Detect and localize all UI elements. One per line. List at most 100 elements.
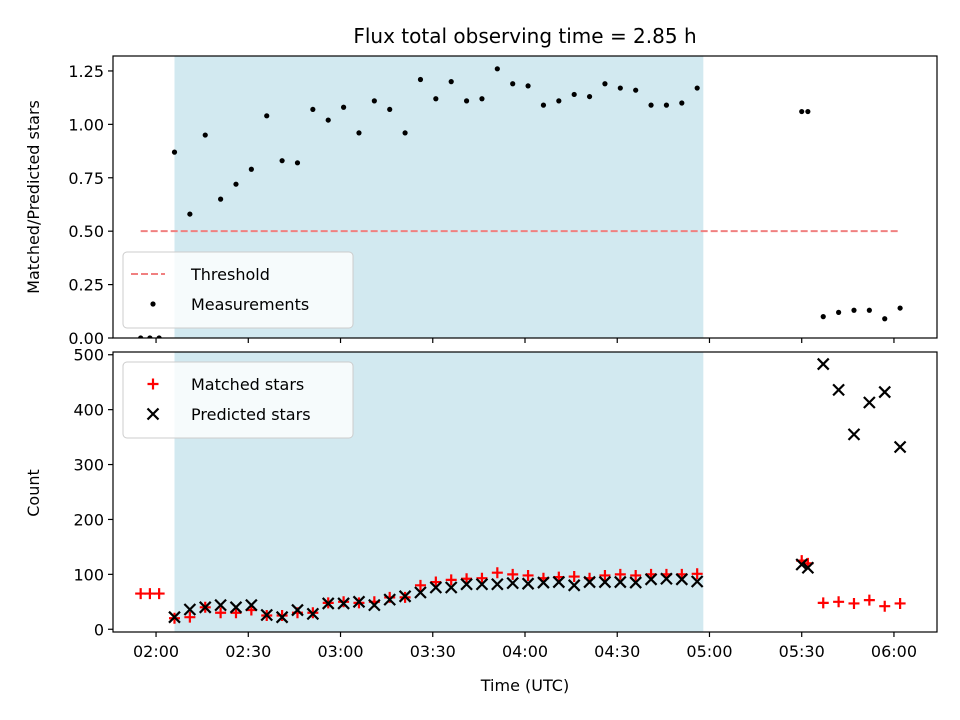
predicted-star-point <box>832 383 845 397</box>
matched-star-point <box>338 596 350 608</box>
matched-star-point <box>430 576 442 588</box>
measurement-point <box>402 130 408 136</box>
predicted-star-point <box>644 573 658 586</box>
measurement-point <box>679 100 685 106</box>
legend-measurement-swatch <box>150 301 156 307</box>
predicted-star-point <box>816 357 830 371</box>
top-y-tick-label: 1.00 <box>68 115 104 134</box>
matched-star-point <box>894 597 906 609</box>
x-axis-label: Time (UTC) <box>480 676 569 695</box>
predicted-star-point <box>878 385 892 399</box>
predicted-star-point <box>660 572 673 586</box>
bottom-y-tick-label: 400 <box>73 401 104 420</box>
measurement-point <box>325 117 331 123</box>
measurement-point <box>417 76 424 83</box>
predicted-star-point <box>614 575 627 589</box>
top-y-axis-label: Matched/Predicted stars <box>24 100 43 294</box>
measurement-point <box>494 66 500 72</box>
predicted-star-point <box>552 575 566 589</box>
measurement-point <box>897 305 903 311</box>
bottom-legend: Matched stars Predicted stars <box>122 361 354 439</box>
x-tick-label: 03:00 <box>317 642 363 661</box>
predicted-star-point <box>337 597 350 610</box>
x-tick-label: 05:30 <box>779 642 825 661</box>
measurement-point <box>371 98 377 104</box>
top-y-tick-label: 1.25 <box>68 62 104 81</box>
matched-star-point <box>276 610 288 622</box>
matched-star-point <box>599 569 611 581</box>
predicted-star-point <box>383 593 396 606</box>
measurement-point <box>556 98 562 104</box>
measurement-point <box>387 106 393 113</box>
matched-star-point <box>522 569 534 581</box>
predicted-star-point <box>567 579 581 592</box>
chart-title: Flux total observing time = 2.85 h <box>353 24 696 48</box>
bottom-y-tick-label: 0 <box>94 620 104 639</box>
x-tick-label: 03:30 <box>410 642 456 661</box>
x-tick-label: 05:00 <box>686 642 732 661</box>
matched-star-point <box>817 597 829 609</box>
predicted-star-point <box>214 598 227 612</box>
bottom-y-axis-label: Count <box>24 469 43 517</box>
top-y-tick-label: 0.25 <box>68 276 104 295</box>
measurement-point <box>648 102 654 108</box>
predicted-star-point <box>444 581 458 594</box>
predicted-star-point <box>306 607 320 621</box>
x-tick-label: 04:30 <box>594 642 640 661</box>
predicted-star-point <box>598 575 612 589</box>
predicted-star-point <box>675 573 689 586</box>
measurement-point <box>586 93 593 100</box>
matched-star-point <box>879 600 891 612</box>
measurement-point <box>617 85 623 91</box>
legend-label: Threshold <box>190 265 270 284</box>
measurement-point <box>836 309 842 315</box>
predicted-star-point <box>795 558 808 571</box>
measurement-point <box>356 130 362 136</box>
predicted-star-point <box>475 577 489 591</box>
matched-star-point <box>614 568 626 580</box>
measurement-point <box>248 166 254 172</box>
measurement-point <box>147 335 153 338</box>
matched-star-point <box>144 588 156 600</box>
measurement-point <box>310 106 316 113</box>
top-series-measurements <box>138 66 903 338</box>
matched-star-point <box>630 569 642 581</box>
predicted-star-point <box>629 576 642 589</box>
matched-star-point <box>230 607 242 619</box>
measurement-point <box>479 96 485 102</box>
measurement-point <box>525 83 531 89</box>
matched-star-point <box>848 597 860 609</box>
predicted-star-point <box>168 610 181 624</box>
measurement-point <box>510 81 516 87</box>
bottom-y-tick-label: 300 <box>73 456 104 475</box>
measurement-point <box>448 79 454 85</box>
predicted-star-point <box>260 608 274 622</box>
measurement-point <box>820 314 826 320</box>
measurement-point <box>138 335 144 338</box>
measurement-point <box>694 85 700 91</box>
measurement-point <box>633 87 639 93</box>
matched-star-point <box>414 579 426 591</box>
top-y-tick-label: 0.50 <box>68 222 104 241</box>
matched-star-point <box>184 611 196 623</box>
predicted-star-point <box>398 590 412 603</box>
x-tick-label: 02:00 <box>133 642 179 661</box>
predicted-star-point <box>521 577 535 590</box>
predicted-star-point <box>429 581 443 594</box>
top-y-tick-label: 0.00 <box>68 329 104 348</box>
legend-label: Measurements <box>191 295 309 314</box>
matched-star-point <box>833 596 845 608</box>
measurement-point <box>463 98 470 104</box>
matched-star-point <box>461 573 473 585</box>
measurement-point <box>171 149 178 155</box>
predicted-star-point <box>506 576 519 590</box>
matched-star-point <box>153 588 165 600</box>
measurement-point <box>279 158 285 164</box>
legend-label: Predicted stars <box>191 405 311 424</box>
matched-star-point <box>507 568 519 580</box>
top-y-tick-label: 0.75 <box>68 169 104 188</box>
predicted-star-point <box>229 601 243 614</box>
measurement-point <box>882 316 888 322</box>
predicted-star-point <box>198 601 212 614</box>
